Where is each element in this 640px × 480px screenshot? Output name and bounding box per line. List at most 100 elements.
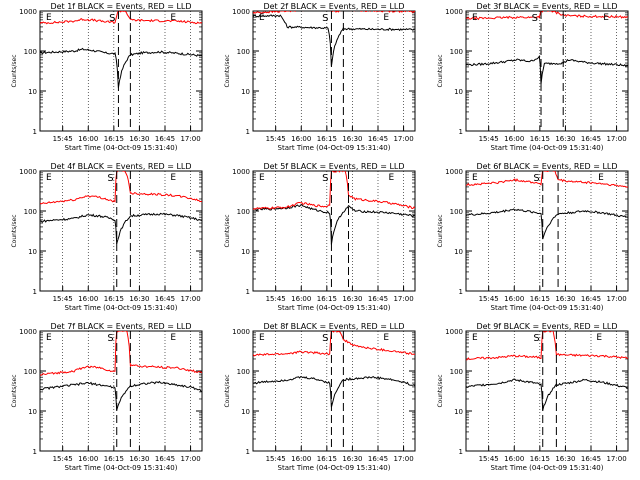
- panel-title: Det 3f BLACK = Events, RED = LLD: [476, 2, 617, 11]
- plot-frame: [39, 330, 203, 452]
- x-axis-label: Start Time (04-Oct-09 15:31:40): [278, 144, 391, 152]
- y-tick-label: 100: [24, 208, 37, 216]
- x-tick-label: 16:45: [155, 135, 175, 143]
- x-tick-label: 16:15: [317, 295, 337, 303]
- y-tick-label: 1000: [232, 168, 250, 176]
- x-tick-label: 15:45: [479, 135, 499, 143]
- series-line-lld: [253, 171, 415, 210]
- y-axis-label: Counts/sec: [11, 374, 18, 407]
- panel-5: Det 5f BLACK = Events, RED = LLD 1 10 100 10…: [224, 162, 416, 312]
- y-tick-label: 1: [246, 128, 250, 136]
- end-marker-label: E: [170, 13, 176, 23]
- y-tick-label: 100: [24, 48, 37, 56]
- y-axis-label: Counts/sec: [11, 54, 18, 87]
- x-tick-label: 17:00: [606, 135, 626, 143]
- x-tick-label: 17:00: [180, 135, 200, 143]
- panel-title: Det 1f BLACK = Events, RED = LLD: [50, 2, 191, 11]
- plot-frame: [465, 10, 629, 132]
- y-tick-label: 100: [237, 368, 250, 376]
- panel-title: Det 6f BLACK = Events, RED = LLD: [476, 162, 617, 171]
- panel-title: Det 5f BLACK = Events, RED = LLD: [263, 162, 404, 171]
- y-tick-label: 10: [28, 88, 37, 96]
- series-line-lld: [40, 331, 202, 376]
- start-marker-label: S: [322, 333, 328, 344]
- y-tick-label: 1000: [445, 328, 463, 336]
- panel-title: Det 8f BLACK = Events, RED = LLD: [263, 322, 404, 331]
- x-tick-label: 16:00: [78, 135, 98, 143]
- x-tick-label: 15:45: [53, 295, 73, 303]
- x-tick-label: 16:30: [342, 455, 362, 463]
- y-tick-label: 1: [246, 288, 250, 296]
- plot-frame: [39, 10, 203, 132]
- y-axis-label: Counts/sec: [437, 54, 444, 87]
- y-tick-label: 1: [33, 128, 37, 136]
- x-tick-label: 16:00: [291, 295, 311, 303]
- x-tick-label: 17:00: [606, 455, 626, 463]
- x-tick-label: 16:00: [504, 295, 524, 303]
- y-axis-label: Counts/sec: [224, 54, 231, 87]
- x-axis-label: Start Time (04-Oct-09 15:31:40): [278, 304, 391, 312]
- y-tick-label: 10: [241, 408, 250, 416]
- x-axis-label: Start Time (04-Oct-09 15:31:40): [491, 144, 604, 152]
- series-line-events: [466, 378, 628, 411]
- x-tick-label: 16:30: [555, 135, 575, 143]
- x-axis-label: Start Time (04-Oct-09 15:31:40): [491, 304, 604, 312]
- series-line-events: [466, 208, 628, 240]
- x-tick-label: 16:15: [104, 455, 124, 463]
- x-tick-label: 16:15: [104, 295, 124, 303]
- series-line-lld: [466, 331, 628, 361]
- x-tick-label: 16:30: [129, 295, 149, 303]
- y-tick-label: 10: [241, 248, 250, 256]
- plot-frame: [252, 330, 416, 452]
- y-tick-label: 10: [28, 248, 37, 256]
- y-tick-label: 100: [450, 368, 463, 376]
- y-tick-label: 100: [237, 48, 250, 56]
- start-marker-label: S: [533, 333, 539, 344]
- start-marker-label: S: [107, 173, 113, 184]
- x-tick-label: 16:30: [129, 135, 149, 143]
- end-marker-label-left: E: [46, 13, 52, 23]
- series-line-events: [40, 47, 202, 88]
- end-marker-label-left: E: [46, 333, 52, 343]
- x-tick-label: 16:00: [78, 295, 98, 303]
- series-line-lld: [466, 11, 628, 21]
- y-tick-label: 100: [237, 208, 250, 216]
- end-marker-label-left: E: [46, 173, 52, 183]
- y-tick-label: 1000: [19, 8, 37, 16]
- x-axis-label: Start Time (04-Oct-09 15:31:40): [491, 464, 604, 472]
- y-tick-label: 1: [459, 128, 463, 136]
- y-tick-label: 1000: [232, 328, 250, 336]
- plot-frame: [465, 330, 629, 452]
- panel-1: Det 1f BLACK = Events, RED = LLD 1 10 100 10…: [11, 2, 203, 152]
- series-line-lld: [40, 11, 202, 25]
- y-axis-label: Counts/sec: [11, 214, 18, 247]
- x-tick-label: 16:30: [342, 135, 362, 143]
- y-tick-label: 10: [241, 88, 250, 96]
- panel-4: Det 4f BLACK = Events, RED = LLD 1 10 100 10…: [11, 162, 203, 312]
- panel-3: Det 3f BLACK = Events, RED = LLD 1 10 100 10…: [437, 2, 629, 152]
- end-marker-label: E: [388, 173, 394, 183]
- y-axis-label: Counts/sec: [437, 374, 444, 407]
- panel-2: Det 2f BLACK = Events, RED = LLD 1 10 100 10…: [224, 2, 416, 152]
- panel-title: Det 4f BLACK = Events, RED = LLD: [50, 162, 191, 171]
- x-tick-label: 16:30: [555, 455, 575, 463]
- series-line-events: [466, 54, 628, 85]
- x-tick-label: 16:00: [291, 135, 311, 143]
- y-tick-label: 1: [459, 448, 463, 456]
- x-tick-label: 16:15: [530, 135, 550, 143]
- x-axis-label: Start Time (04-Oct-09 15:31:40): [65, 304, 178, 312]
- x-tick-label: 17:00: [393, 135, 413, 143]
- x-tick-label: 15:45: [479, 295, 499, 303]
- end-marker-label: E: [170, 173, 176, 183]
- y-tick-label: 1: [246, 448, 250, 456]
- end-marker-label-left: E: [472, 13, 478, 23]
- plot-frame: [39, 170, 203, 292]
- series-line-events: [253, 204, 415, 245]
- x-tick-label: 16:15: [530, 455, 550, 463]
- y-axis-label: Counts/sec: [437, 214, 444, 247]
- end-marker-label: E: [383, 333, 389, 343]
- x-tick-label: 16:45: [155, 295, 175, 303]
- x-tick-label: 16:00: [504, 135, 524, 143]
- end-marker-label-left: E: [472, 333, 478, 343]
